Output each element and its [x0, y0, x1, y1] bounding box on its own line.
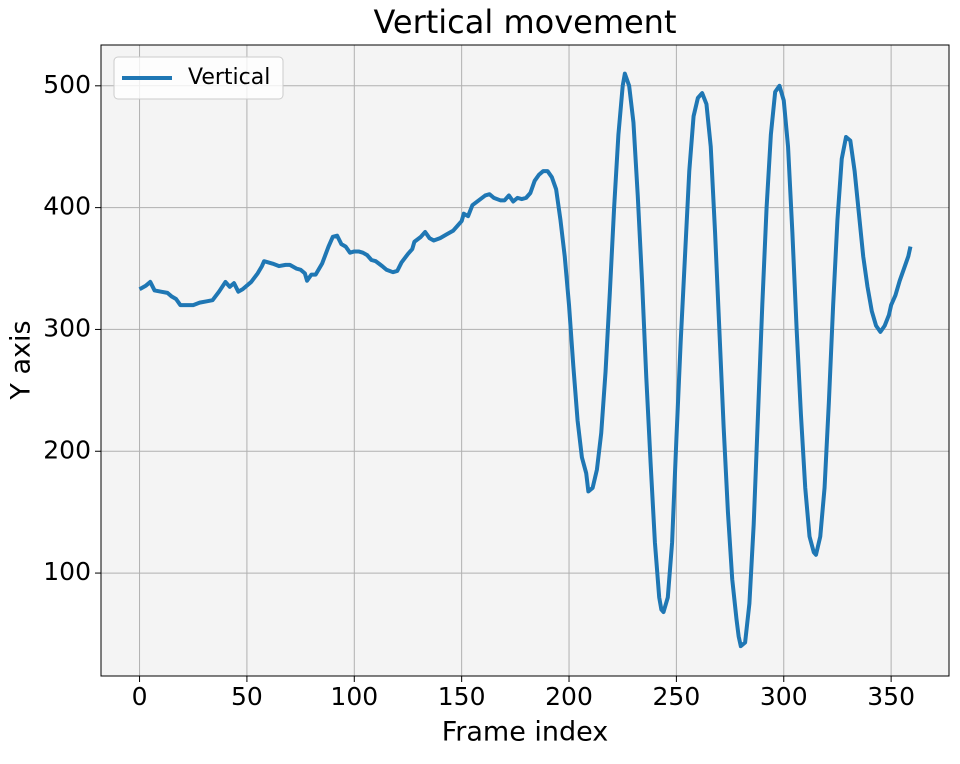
x-tick-label: 150	[438, 682, 486, 711]
legend-label: Vertical	[188, 65, 270, 90]
x-tick-label: 50	[231, 682, 263, 711]
plot-area	[101, 45, 949, 676]
y-tick-label: 200	[43, 435, 91, 464]
plot	[138, 71, 913, 649]
x-tick-label: 250	[653, 682, 701, 711]
x-axis-label: Frame index	[442, 717, 609, 748]
x-tick-label: 0	[132, 682, 148, 711]
plot-frame	[100, 44, 950, 677]
x-tick-label: 200	[545, 682, 593, 711]
data-line	[138, 71, 913, 649]
y-tick-label: 300	[43, 313, 91, 342]
chart-title: Vertical movement	[373, 3, 676, 41]
legend-box	[113, 56, 284, 100]
y-axis-label: Y axis	[6, 320, 37, 400]
y-tick-label: 400	[43, 192, 91, 221]
y-tick-label: 500	[43, 70, 91, 99]
x-tick-label: 350	[867, 682, 915, 711]
y-tick-label: 100	[43, 557, 91, 586]
x-tick-label: 100	[330, 682, 378, 711]
grid	[101, 45, 949, 676]
legend: Vertical	[113, 56, 284, 100]
x-tick-label: 300	[760, 682, 808, 711]
